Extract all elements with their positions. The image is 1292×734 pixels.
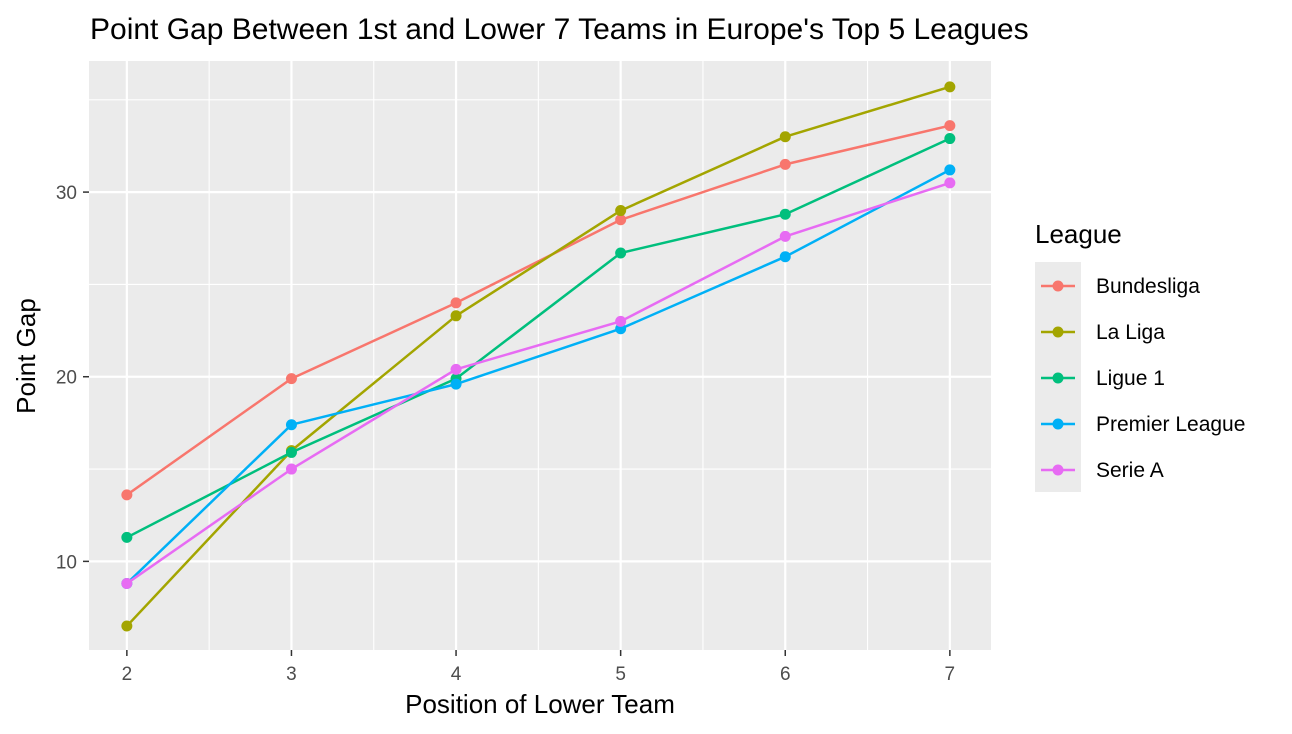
x-tick-label: 4: [451, 664, 462, 685]
data-point-serie-a: [779, 230, 791, 242]
legend-item-ligue-1: Ligue 1: [1041, 367, 1165, 390]
series-line-ligue-1: [126, 137, 951, 539]
data-point-serie-a: [450, 363, 462, 375]
data-point-ligue-1: [944, 133, 956, 145]
legend-items: Bundesliga La Liga Ligue 1 Premier League Se…: [1041, 275, 1245, 482]
x-tick-label: 7: [945, 664, 956, 685]
data-point-la-liga: [779, 131, 791, 143]
data-point-ligue-1: [285, 446, 297, 458]
data-point-premier-league: [779, 251, 791, 263]
data-point-premier-league: [944, 164, 956, 176]
x-tick-label: 6: [780, 664, 791, 685]
legend: League Bundesliga La Liga Ligue 1 Premier L…: [1035, 219, 1245, 492]
data-point-bundesliga: [450, 297, 462, 309]
legend-label: Premier League: [1096, 413, 1245, 436]
series-line-premier-league: [126, 168, 951, 585]
series-line-bundesliga: [126, 124, 951, 496]
legend-item-serie-a: Serie A: [1041, 459, 1164, 482]
major-gridlines: [89, 61, 991, 650]
data-point-bundesliga: [779, 158, 791, 170]
data-point-serie-a: [121, 578, 133, 590]
data-point-la-liga: [615, 205, 627, 217]
x-tick-label: 3: [286, 664, 297, 685]
legend-label: La Liga: [1096, 321, 1165, 344]
series-serie-a: [121, 177, 956, 590]
data-point-premier-league: [285, 419, 297, 431]
x-axis-title: Position of Lower Team: [405, 689, 675, 719]
y-tick-label: 30: [56, 183, 77, 204]
data-point-bundesliga: [285, 373, 297, 385]
legend-item-bundesliga: Bundesliga: [1041, 275, 1200, 298]
data-point-premier-league: [450, 378, 462, 390]
series-bundesliga: [121, 120, 956, 501]
y-axis: 10 20 30: [56, 183, 89, 573]
x-tick-label: 5: [615, 664, 626, 685]
chart-title: Point Gap Between 1st and Lower 7 Teams …: [90, 13, 1029, 46]
data-point-serie-a: [944, 177, 956, 189]
y-tick-label: 10: [56, 552, 77, 573]
series-line-serie-a: [126, 181, 951, 585]
legend-label: Ligue 1: [1096, 367, 1165, 390]
y-axis-title: Point Gap: [11, 298, 41, 414]
legend-key-point: [1052, 464, 1064, 476]
y-tick-label: 20: [56, 368, 77, 389]
data-point-ligue-1: [121, 531, 133, 543]
x-axis: 2 3 4 5 6 7: [122, 650, 956, 685]
data-point-la-liga: [450, 310, 462, 322]
data-point-la-liga: [121, 620, 133, 632]
x-tick-label: 2: [122, 664, 133, 685]
legend-key-point: [1052, 326, 1064, 338]
series-la-liga: [121, 81, 956, 632]
data-point-la-liga: [944, 81, 956, 93]
legend-key-point: [1052, 280, 1064, 292]
data-point-bundesliga: [615, 214, 627, 226]
data-point-ligue-1: [779, 208, 791, 220]
legend-key-point: [1052, 418, 1064, 430]
data-point-bundesliga: [944, 120, 956, 132]
legend-item-la-liga: La Liga: [1041, 321, 1165, 344]
data-point-serie-a: [285, 463, 297, 475]
legend-label: Serie A: [1096, 459, 1164, 482]
legend-label: Bundesliga: [1096, 275, 1200, 298]
legend-key-point: [1052, 372, 1064, 384]
legend-title: League: [1035, 219, 1122, 249]
data-point-bundesliga: [121, 489, 133, 501]
data-point-serie-a: [615, 315, 627, 327]
series-layer: [121, 81, 956, 632]
series-line-la-liga: [125, 85, 951, 627]
data-point-ligue-1: [615, 247, 627, 259]
legend-item-premier-league: Premier League: [1041, 413, 1245, 436]
